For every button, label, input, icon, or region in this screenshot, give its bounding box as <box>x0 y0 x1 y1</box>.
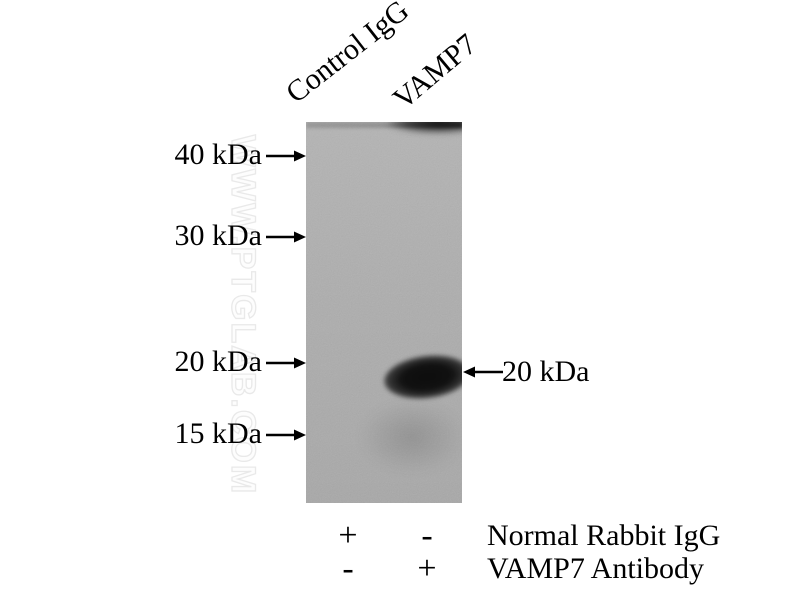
mw-label-40kda: 40 kDa <box>174 138 262 171</box>
mw-label-15kda: 15 kDa <box>174 417 262 450</box>
right-arrow-icon <box>266 231 306 243</box>
left-arrow-icon <box>463 366 503 378</box>
blot-membrane <box>306 122 462 503</box>
membrane-top-edge-shadow <box>306 122 462 128</box>
treatment-label-normal-rabbit-igg: Normal Rabbit IgG <box>487 519 721 552</box>
right-arrow-icon <box>266 150 306 162</box>
treatment-label-vamp7-antibody: VAMP7 Antibody <box>487 552 705 585</box>
mw-label-30kda: 30 kDa <box>174 219 262 252</box>
right-arrow-icon <box>266 429 306 441</box>
treatment-sign: + <box>417 550 437 587</box>
faint-smear <box>358 400 462 474</box>
treatment-sign: + <box>338 517 358 554</box>
treatment-sign: - <box>421 517 433 554</box>
membrane-grain-texture <box>306 122 462 503</box>
right-arrow-icon <box>266 357 306 369</box>
watermark-text: WWW.PTGLAB.COM <box>223 134 262 496</box>
membrane-top-smudge <box>388 122 462 134</box>
treatment-sign: - <box>342 550 354 587</box>
lane-label-vamp7: VAMP7 <box>386 27 484 116</box>
mw-label-20kda: 20 kDa <box>174 345 262 378</box>
band-annotation: 20 kDa <box>502 355 590 388</box>
